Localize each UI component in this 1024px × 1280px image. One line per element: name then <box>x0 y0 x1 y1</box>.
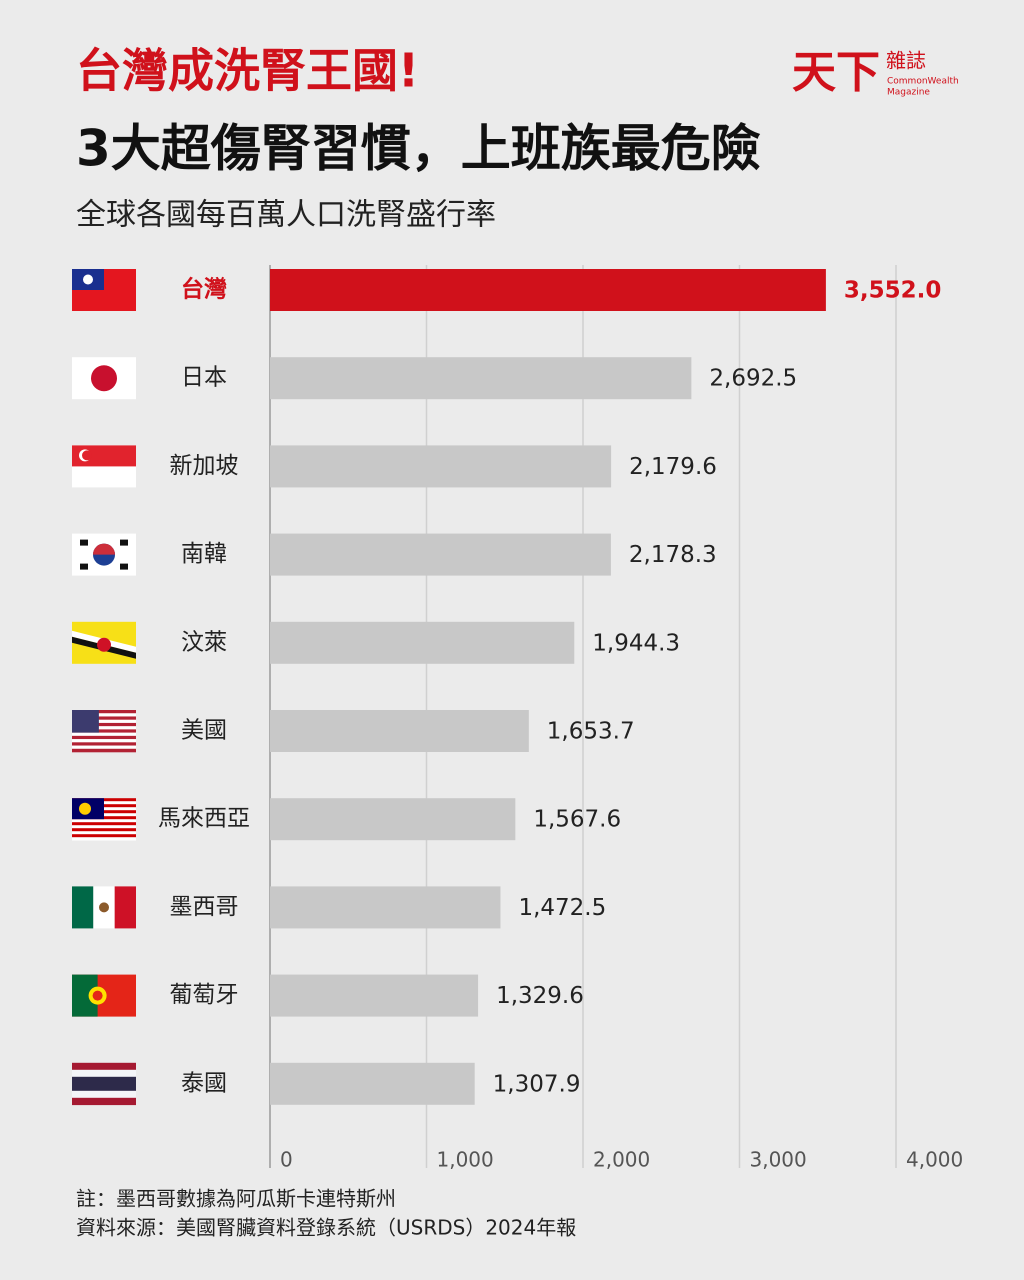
bar <box>270 621 575 664</box>
flag-part <box>72 834 136 838</box>
flag <box>72 974 136 1017</box>
flag-part <box>72 716 136 720</box>
bar <box>270 886 501 929</box>
logo-english: Magazine <box>887 88 930 98</box>
logo-english: CommonWealth <box>887 77 959 87</box>
value-label: 2,178.3 <box>629 542 717 568</box>
flag-part <box>72 729 136 733</box>
y-tick-label: 馬來西亞 <box>158 806 250 832</box>
x-tick-label: 2,000 <box>593 1148 650 1172</box>
note: 資料來源：美國腎臟資料登錄系統（USRDS）2024年報 <box>76 1216 576 1240</box>
value-label: 1,944.3 <box>592 630 680 656</box>
flag-part <box>72 726 136 730</box>
bar <box>270 445 612 488</box>
flag-part <box>72 732 136 737</box>
logo-brand: 天下 <box>792 47 880 98</box>
value-label: 1,329.6 <box>496 983 584 1009</box>
flag <box>72 533 136 576</box>
flag-part <box>72 735 136 740</box>
bar <box>270 533 611 576</box>
flag-part <box>82 450 92 461</box>
bar <box>270 798 516 841</box>
flag-part <box>72 739 136 743</box>
flag-part <box>72 1062 136 1071</box>
flag-part <box>72 722 136 727</box>
x-tick-label: 1,000 <box>437 1148 494 1172</box>
flag-part <box>83 274 93 285</box>
flag <box>72 445 136 488</box>
x-tick-label: 0 <box>280 1148 293 1172</box>
flag-part <box>79 802 91 815</box>
flag-part <box>72 828 136 832</box>
flag-part <box>80 563 88 570</box>
flag-part <box>120 563 128 570</box>
flag-part <box>92 990 103 1001</box>
x-tick-label: 4,000 <box>906 1148 963 1172</box>
flag-part <box>72 825 136 829</box>
bar <box>270 269 826 311</box>
bar <box>270 357 692 400</box>
flag-part <box>72 748 136 753</box>
flag-part <box>93 543 115 555</box>
flag-part <box>72 1090 136 1099</box>
flag-part <box>72 719 136 724</box>
flag-part <box>72 745 136 750</box>
flag-part <box>80 539 88 546</box>
y-tick-label: 南韓 <box>181 541 227 567</box>
y-tick-label: 汶萊 <box>181 629 227 655</box>
flag-part <box>72 742 136 746</box>
chart-caption: 全球各國每百萬人口洗腎盛行率 <box>76 198 496 233</box>
flag-part <box>91 365 117 392</box>
flag <box>72 798 136 841</box>
y-tick-label: 美國 <box>181 718 227 744</box>
flag-part <box>72 710 99 733</box>
value-label: 3,552.0 <box>844 278 942 304</box>
x-tick-label: 3,000 <box>750 1148 807 1172</box>
value-label: 2,179.6 <box>629 454 717 480</box>
grid <box>269 265 897 1168</box>
bar <box>270 710 529 752</box>
flag <box>72 886 136 929</box>
flag-part <box>114 886 136 929</box>
flag-part <box>72 822 136 826</box>
flag <box>72 710 136 753</box>
flag-part <box>72 819 136 823</box>
flag-part <box>72 1069 136 1078</box>
y-tick-label: 日本 <box>181 365 227 391</box>
flag <box>72 1062 136 1106</box>
y-tick-label: 葡萄牙 <box>170 982 239 1008</box>
flag-part <box>72 886 94 929</box>
value-label: 1,567.6 <box>533 807 621 833</box>
bar <box>270 974 479 1017</box>
y-tick-label: 墨西哥 <box>170 894 239 920</box>
y-tick-label: 台灣 <box>181 276 227 303</box>
flag-part <box>72 710 136 714</box>
flag-part <box>120 539 128 546</box>
flag-part <box>72 713 136 717</box>
logo-name: 雜誌 <box>886 49 926 73</box>
flag-part <box>72 837 136 841</box>
flag-part <box>99 902 109 913</box>
value-label: 2,692.5 <box>709 366 797 392</box>
y-tick-label: 泰國 <box>181 1070 227 1096</box>
flag-part <box>72 1097 136 1106</box>
value-label: 1,653.7 <box>547 719 635 745</box>
chart-title: 台灣成洗腎王國! <box>76 44 419 98</box>
flag-part <box>97 637 111 652</box>
note: 註：墨西哥數據為阿瓜斯卡連特斯州 <box>76 1187 396 1211</box>
flag-part <box>72 831 136 835</box>
flag <box>72 269 136 311</box>
y-tick-label: 新加坡 <box>170 453 239 479</box>
value-label: 1,307.9 <box>493 1071 581 1097</box>
chart-subtitle: 3大超傷腎習慣，上班族最危險 <box>76 120 761 178</box>
flag <box>72 621 136 664</box>
flag <box>72 357 136 400</box>
bar <box>270 1062 475 1105</box>
value-label: 1,472.5 <box>518 895 606 921</box>
flag-part <box>72 1076 136 1092</box>
